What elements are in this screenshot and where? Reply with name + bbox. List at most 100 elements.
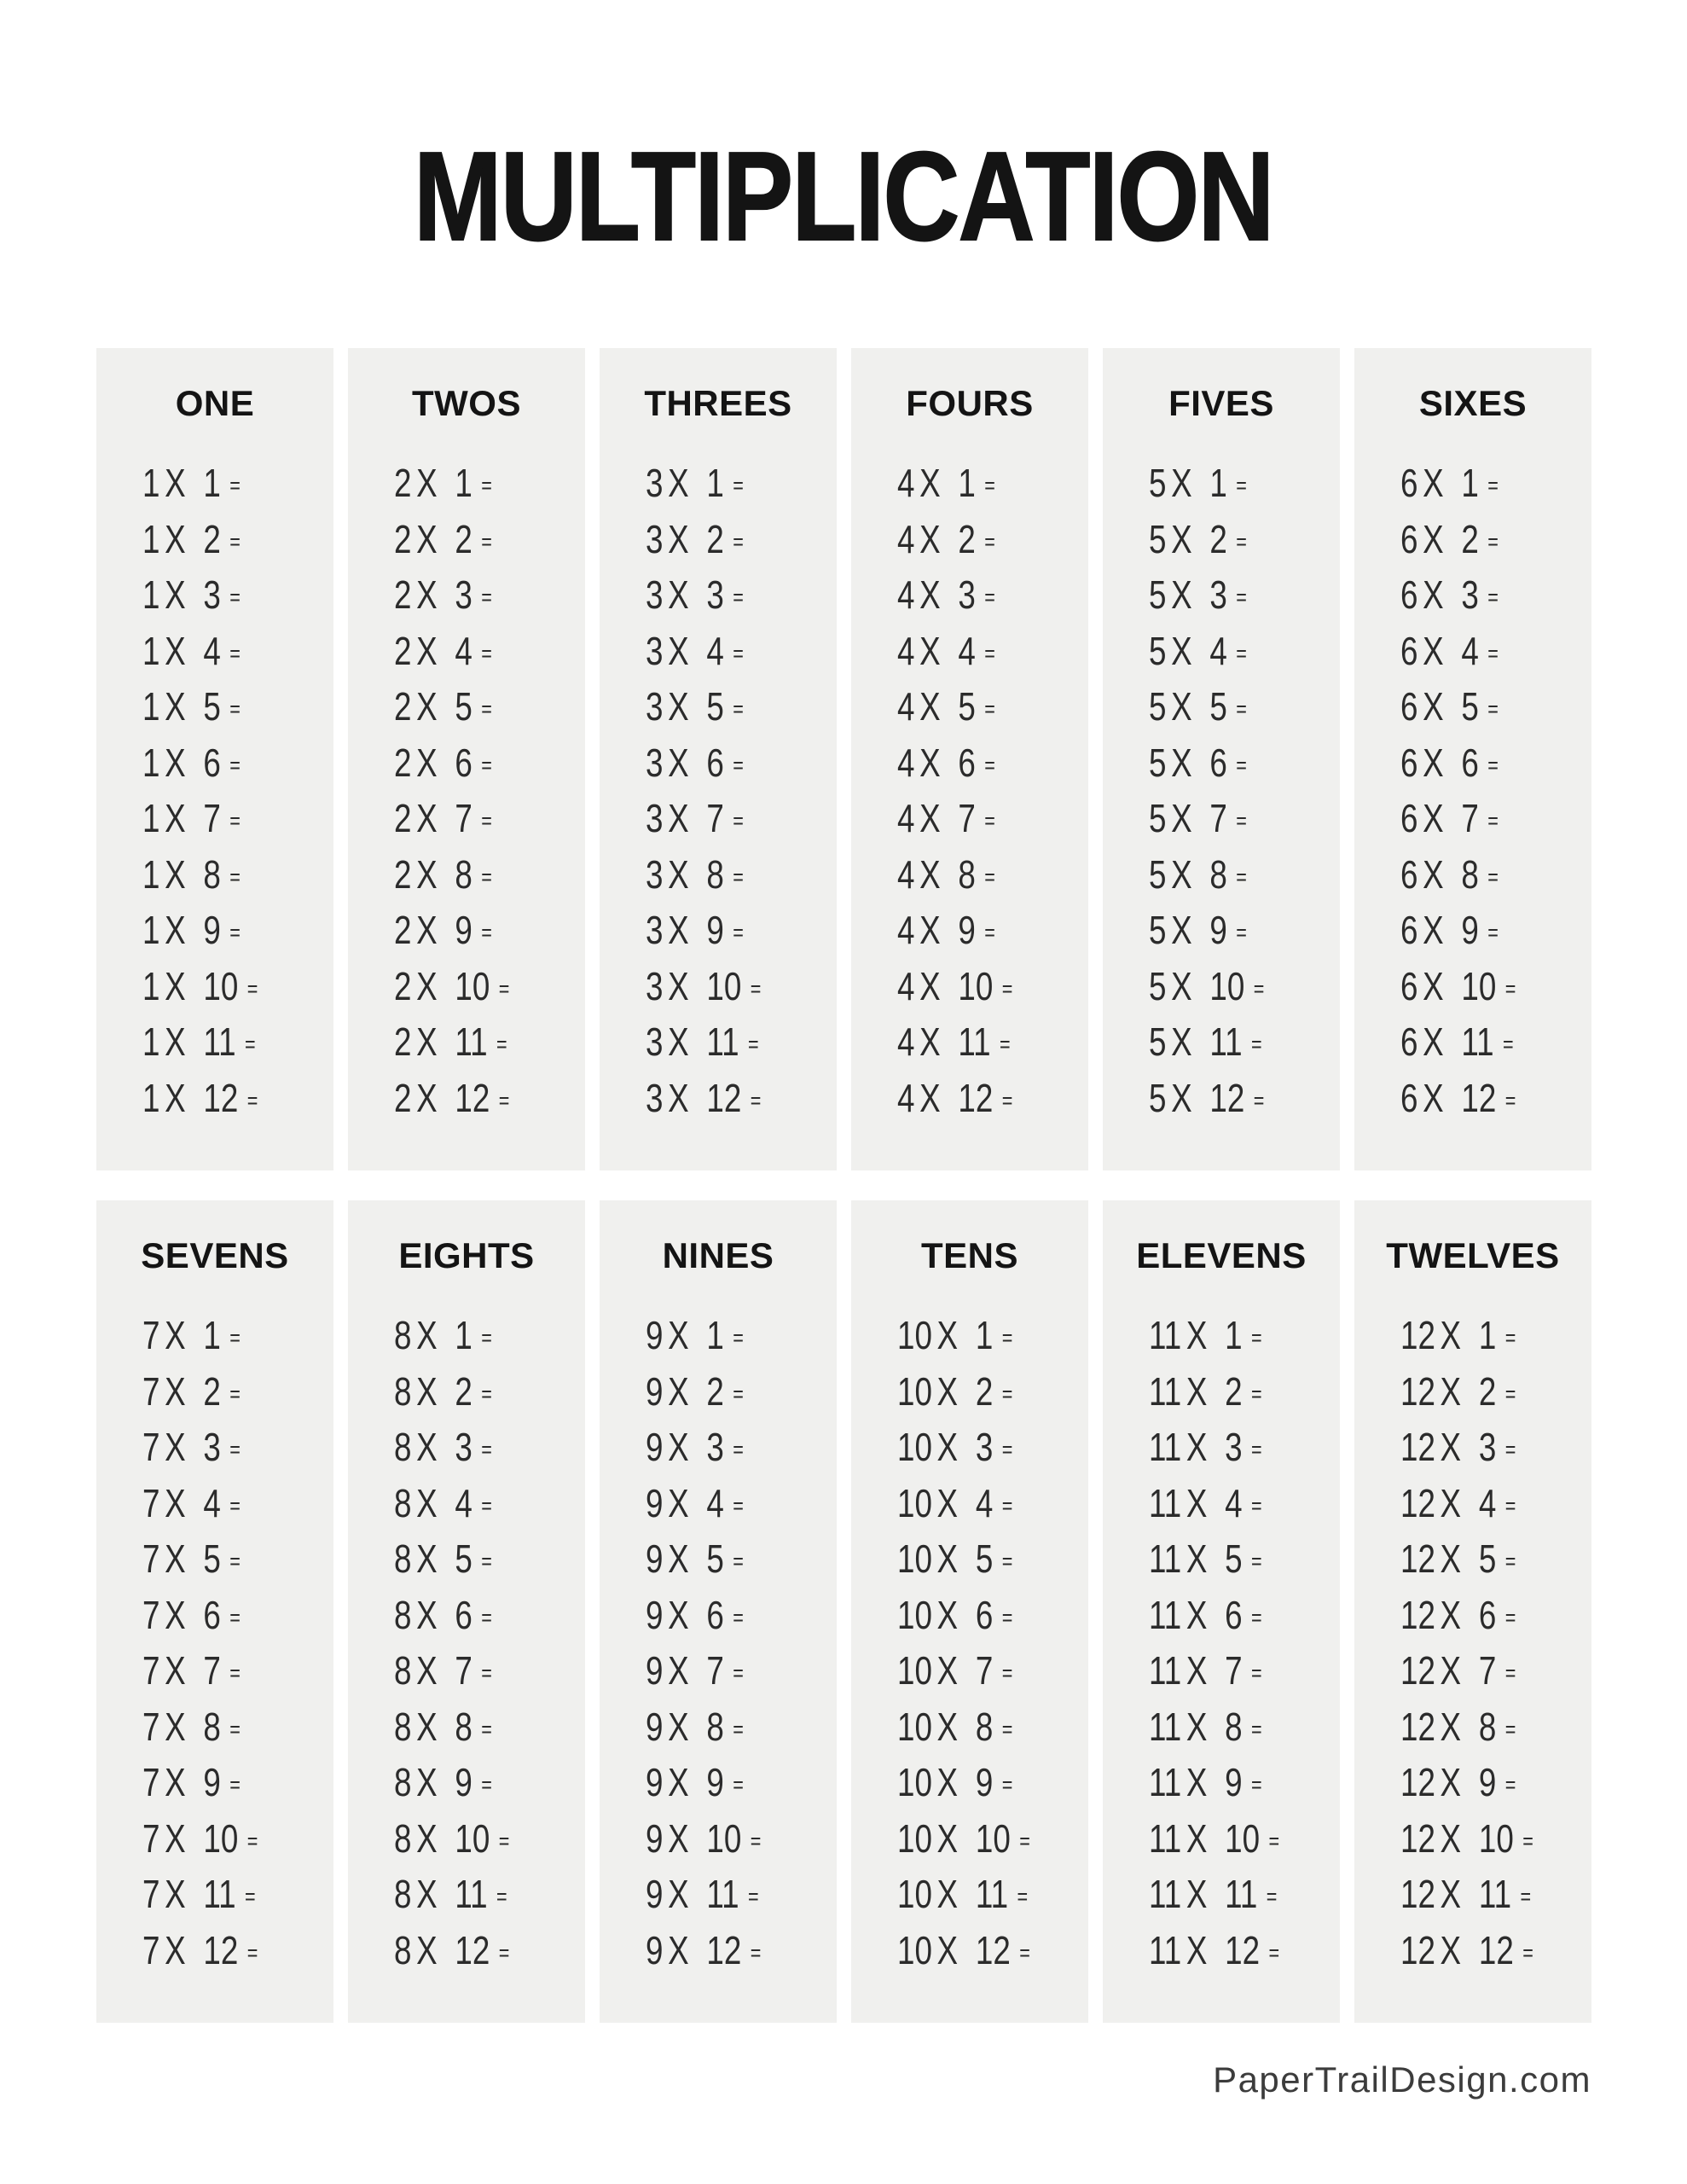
operand: 4 xyxy=(455,628,472,673)
multiply-sign: X xyxy=(165,1704,186,1749)
operand: 8 xyxy=(975,1704,994,1749)
multiplicand: 9 xyxy=(646,1927,664,1972)
multiplicand: 6 xyxy=(1400,796,1418,840)
operand: 10 xyxy=(1209,963,1245,1008)
problem-row: 12 X 2 = xyxy=(1400,1364,1553,1420)
problem-row: 7 X 3 = xyxy=(142,1420,295,1476)
problem-row: 6 X 11 = xyxy=(1400,1014,1553,1071)
multiply-sign: X xyxy=(668,628,689,673)
multiply-sign: X xyxy=(1186,1536,1208,1581)
multiplicand: 1 xyxy=(142,740,160,785)
multiplicand: 2 xyxy=(394,851,412,897)
problem-row: 1 X 11 = xyxy=(142,1014,295,1071)
multiplicand: 8 xyxy=(394,1425,412,1469)
equals-sign: = xyxy=(481,863,492,890)
equals-sign: = xyxy=(1236,696,1247,722)
multiply-sign: X xyxy=(1423,1075,1444,1120)
problem-row: 5 X 8 = xyxy=(1149,847,1301,903)
multiplicand: 2 xyxy=(394,684,412,729)
problem-row: 2 X 3 = xyxy=(394,567,547,624)
equals-sign: = xyxy=(1487,808,1499,834)
multiplicand: 9 xyxy=(646,1425,664,1469)
multiplicand: 9 xyxy=(646,1760,664,1804)
operand: 6 xyxy=(706,740,724,785)
multiply-sign: X xyxy=(936,1815,959,1861)
operand: 8 xyxy=(203,1704,221,1749)
equals-sign: = xyxy=(1251,1325,1262,1350)
problem-list: 9 X 1 = 9 X 2 = 9 X 3 = 9 X 4 = 9 X 5 = … xyxy=(600,1308,837,1978)
operand: 4 xyxy=(1461,628,1479,673)
equals-sign: = xyxy=(1001,975,1013,1002)
equals-sign: = xyxy=(245,1884,256,1909)
multiplicand: 8 xyxy=(394,1313,412,1357)
operand: 3 xyxy=(203,572,221,617)
multiply-sign: X xyxy=(1171,516,1192,561)
multiply-sign: X xyxy=(1440,1480,1462,1525)
equals-sign: = xyxy=(1251,1548,1262,1574)
operand: 3 xyxy=(1478,1425,1497,1469)
operand: 11 xyxy=(1478,1872,1512,1916)
problem-row: 12 X 1 = xyxy=(1400,1308,1553,1364)
multiplicand: 12 xyxy=(1400,1648,1435,1693)
multiplicand: 12 xyxy=(1400,1704,1435,1749)
multiply-sign: X xyxy=(919,1019,941,1064)
problem-row: 4 X 12 = xyxy=(897,1071,1050,1127)
multiplicand: 5 xyxy=(1149,461,1167,505)
multiply-sign: X xyxy=(1186,1872,1208,1916)
equals-sign: = xyxy=(984,920,995,945)
multiply-sign: X xyxy=(919,963,941,1008)
equals-sign: = xyxy=(733,640,744,666)
operand: 11 xyxy=(455,1872,488,1916)
operand: 1 xyxy=(706,1313,724,1357)
multiply-sign: X xyxy=(668,1648,689,1693)
multiplicand: 2 xyxy=(394,796,412,840)
operand: 8 xyxy=(706,1704,724,1749)
equals-sign: = xyxy=(1487,696,1499,722)
multiply-sign: X xyxy=(668,1075,689,1120)
multiply-sign: X xyxy=(1423,572,1444,617)
problem-row: 1 X 10 = xyxy=(142,959,295,1015)
equals-sign: = xyxy=(498,975,510,1002)
problem-row: 12 X 8 = xyxy=(1400,1699,1553,1756)
operand: 4 xyxy=(706,628,724,673)
operand: 6 xyxy=(1225,1592,1243,1637)
multiply-sign: X xyxy=(668,1368,689,1414)
multiply-sign: X xyxy=(1440,1648,1462,1693)
operand: 3 xyxy=(1225,1425,1243,1469)
operand: 6 xyxy=(1209,740,1227,785)
multiply-sign: X xyxy=(1171,796,1192,840)
multiply-sign: X xyxy=(165,1480,186,1525)
multiply-sign: X xyxy=(1186,1425,1208,1469)
multiplicand: 4 xyxy=(897,516,915,561)
multiplicand: 5 xyxy=(1149,1075,1167,1120)
multiply-sign: X xyxy=(416,1872,438,1916)
equals-sign: = xyxy=(1001,1772,1013,1798)
multiply-sign: X xyxy=(919,516,941,561)
multiply-sign: X xyxy=(936,1313,959,1357)
operand: 10 xyxy=(203,1815,239,1861)
multiplicand: 9 xyxy=(646,1872,664,1916)
problem-row: 11 X 12 = xyxy=(1149,1923,1301,1979)
equals-sign: = xyxy=(1000,1031,1011,1057)
problem-row: 3 X 12 = xyxy=(646,1071,798,1127)
problem-row: 4 X 7 = xyxy=(897,791,1050,847)
multiply-sign: X xyxy=(936,1425,959,1469)
problem-row: 4 X 11 = xyxy=(897,1014,1050,1071)
problem-row: 1 X 9 = xyxy=(142,903,295,959)
multiplicand: 11 xyxy=(1149,1704,1182,1749)
problem-row: 2 X 8 = xyxy=(394,847,547,903)
multiplicand: 3 xyxy=(646,684,664,729)
operand: 2 xyxy=(975,1368,994,1414)
multiply-sign: X xyxy=(416,1075,438,1120)
multiplicand: 10 xyxy=(897,1368,932,1414)
multiplicand: 3 xyxy=(646,1019,664,1064)
problem-row: 4 X 9 = xyxy=(897,903,1050,959)
multiply-sign: X xyxy=(1186,1815,1208,1861)
multiply-sign: X xyxy=(668,1927,689,1972)
multiplicand: 11 xyxy=(1149,1368,1182,1414)
operand: 9 xyxy=(203,1760,221,1804)
multiply-sign: X xyxy=(1171,461,1192,505)
equals-sign: = xyxy=(229,528,241,555)
problem-list: 2 X 1 = 2 X 2 = 2 X 3 = 2 X 4 = 2 X 5 = … xyxy=(348,456,585,1126)
multiply-sign: X xyxy=(1440,1368,1462,1414)
